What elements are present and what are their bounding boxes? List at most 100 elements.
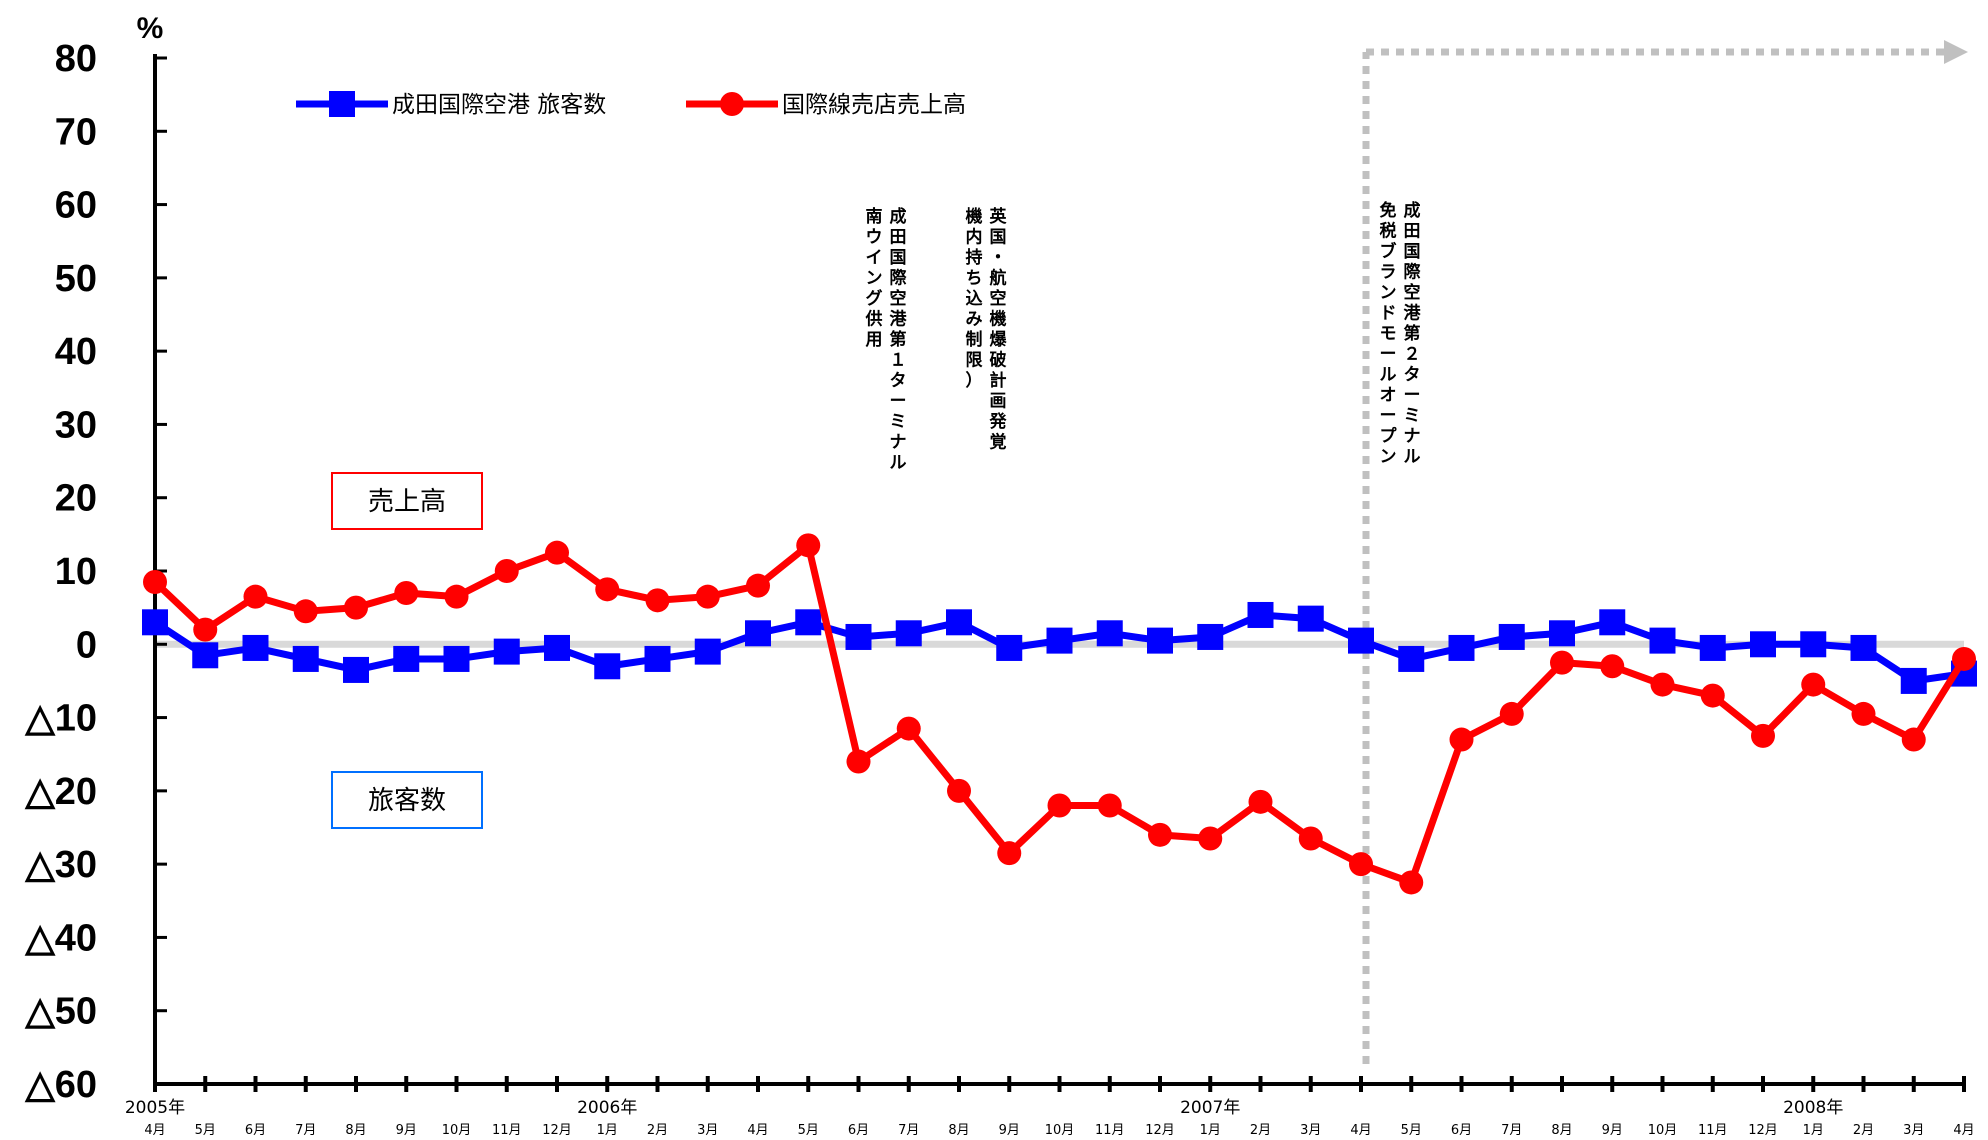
y-tick-label: △40 [25,917,98,959]
series-2-point [1198,826,1223,851]
x-year-label: 2006年 [577,1098,637,1118]
series-1-point [895,620,922,647]
series-1-point [142,609,168,636]
annotation-text: 英国・航空機爆破計画発覚 [989,206,1008,453]
series-1-point [996,634,1023,661]
legend-marker-square [329,91,355,117]
series-2-point [1047,793,1072,818]
x-tick-label: 11月 [1095,1123,1125,1138]
x-tick-label: 11月 [1698,1123,1728,1138]
series-1-point [1147,627,1173,654]
box-label-frame [331,472,483,530]
x-tick-label: 4月 [144,1123,165,1138]
y-tick-label: △20 [25,771,98,813]
y-tick-label: △30 [25,844,98,886]
y-axis-unit-label: % [137,12,164,45]
series-1-point [1800,631,1827,658]
x-tick-label: 5月 [798,1123,819,1138]
y-tick-label: 30 [55,404,97,446]
series-2-point [1700,683,1725,708]
x-tick-label: 12月 [1145,1123,1175,1138]
series-1-point [946,609,972,636]
series-1-point [1699,634,1726,661]
series-2-point [1097,793,1122,818]
y-tick-label: △10 [25,698,98,740]
series-1-point [1197,623,1224,650]
series-1-point [1348,627,1374,654]
series-1-point [1599,609,1626,636]
legend-label-2: 国際線売店売上高 [782,92,966,118]
y-tick-label: △60 [25,1064,98,1106]
legend-marker-circle [720,92,744,116]
reference-layer [155,40,1968,1064]
series-2-point [1751,723,1775,748]
series-2-point [1148,822,1172,847]
series-1-point [1649,627,1676,654]
x-tick-label: 8月 [948,1123,969,1138]
series-2-point [1600,654,1625,679]
x-tick-label: 6月 [245,1123,266,1138]
series-2-point [947,778,971,803]
series-2-point [695,584,720,609]
x-tick-label: 7月 [1501,1123,1522,1138]
series-1-point [795,609,822,636]
x-tick-label: 12月 [542,1123,572,1138]
series-2-point [1952,646,1976,671]
x-tick-label: 9月 [396,1123,417,1138]
series-2-point [293,599,318,624]
series-1-point [242,634,269,661]
x-tick-label: 3月 [1903,1123,1924,1138]
series-2-point [1298,826,1323,851]
annotation-text: 免税ブランドモールオープン [1380,200,1398,467]
x-tick-label: 5月 [1401,1123,1422,1138]
box-label-frame [331,771,483,829]
series-2-point [545,540,569,565]
series-1-point [745,620,771,647]
x-tick-label: 8月 [345,1123,366,1138]
series-1-point [343,656,369,683]
series-2-point [243,584,268,609]
x-tick-label: 5月 [195,1123,216,1138]
series-1-point [1297,605,1324,632]
series-2-point [1248,789,1273,814]
x-tick-label: 10月 [1648,1123,1678,1138]
x-tick-label: 4月 [747,1123,768,1138]
series-1-point [644,645,671,672]
series-1-point [443,645,470,672]
x-tick-label: 1月 [597,1123,618,1138]
x-tick-label: 1月 [1803,1123,1824,1138]
series-2-point [1801,672,1826,697]
x-tick-label: 2月 [647,1123,668,1138]
y-tick-label: 60 [55,185,97,227]
series-layer [142,533,1977,895]
series-2-point [746,573,770,598]
annotation-text: 成田国際空港第１ターミナル [890,206,908,473]
series-1-point [1498,623,1525,650]
x-tick-label: 3月 [697,1123,718,1138]
x-tick-label: 10月 [1045,1123,1075,1138]
series-1-point [292,645,319,672]
y-tick-label: 80 [55,38,97,80]
series-2-point [1349,852,1373,877]
series-2-point [193,617,218,642]
x-year-label: 2005年 [125,1098,185,1118]
series-1-point [1398,645,1425,672]
x-tick-label: 8月 [1551,1123,1572,1138]
x-tick-label: 6月 [1451,1123,1472,1138]
y-tick-label: 70 [55,111,97,153]
series-1-point [1750,631,1776,658]
y-tick-label: 40 [55,331,97,373]
legend: 成田国際空港 旅客数 国際線売店売上高 [296,91,966,118]
x-tick-label: 6月 [848,1123,869,1138]
series-2-point [1851,701,1876,726]
annotation-text: 成田国際空港第２ターミナル [1404,200,1422,467]
series-2-point [143,569,167,594]
y-tick-label: 0 [76,624,97,666]
x-tick-label: 3月 [1300,1123,1321,1138]
legend-label-1: 成田国際空港 旅客数 [392,92,606,118]
series-2-point [1449,727,1474,752]
x-tick-label: 7月 [295,1123,316,1138]
series-2-point [846,749,871,774]
x-tick-label: 9月 [999,1123,1020,1138]
series-1-point [1900,667,1927,694]
